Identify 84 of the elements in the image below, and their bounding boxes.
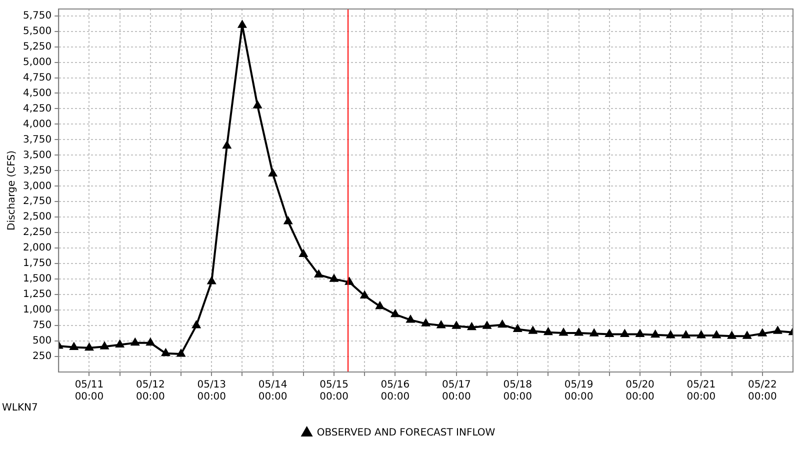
x-tick-label: 05/16 00:00 — [380, 380, 410, 403]
point — [758, 329, 766, 336]
point — [70, 342, 78, 350]
point — [728, 332, 736, 339]
point — [712, 330, 721, 338]
point — [299, 250, 308, 258]
point — [774, 326, 782, 334]
x-tick-label: 05/21 00:00 — [686, 380, 716, 403]
legend-label: OBSERVED AND FORECAST INFLOW — [316, 428, 496, 439]
y-tick-label: 500 — [32, 336, 52, 347]
point — [574, 328, 583, 336]
point — [651, 330, 660, 338]
point — [284, 216, 292, 224]
y-tick-label: 3,000 — [22, 180, 52, 192]
y-tick-label: 5,250 — [22, 41, 52, 52]
y-tick-label: 1,250 — [22, 289, 52, 300]
y-tick-label: 1,500 — [22, 274, 52, 285]
point — [192, 321, 200, 328]
y-tick-label: 5,500 — [22, 26, 52, 37]
point — [208, 277, 216, 284]
x-tick-label: 05/15 00:00 — [320, 380, 348, 403]
point — [131, 338, 140, 346]
y-tick-label: 3,250 — [22, 165, 52, 176]
y-tick-label: 2,250 — [22, 227, 52, 238]
point — [620, 330, 629, 337]
y-tick-label: 5,750 — [22, 10, 52, 22]
point — [116, 340, 124, 348]
x-tick-label: 05/17 00:00 — [442, 380, 471, 403]
y-tick-label: 1,750 — [22, 258, 52, 270]
y-tick-label: 4,500 — [22, 88, 52, 99]
point — [544, 328, 552, 336]
point — [268, 169, 277, 177]
y-tick-label: 5,000 — [22, 56, 52, 68]
y-tick-label: 4,750 — [22, 72, 52, 84]
point — [452, 322, 460, 329]
point — [314, 270, 323, 278]
x-tick-label: 05/22 00:00 — [748, 380, 777, 403]
point — [528, 326, 537, 334]
point — [482, 322, 492, 329]
y-tick-label: 2,750 — [22, 196, 52, 208]
point — [222, 141, 231, 149]
point — [437, 321, 446, 328]
y-tick-label: 1,000 — [22, 304, 52, 316]
point — [330, 274, 338, 282]
point — [176, 350, 186, 357]
point — [162, 348, 170, 356]
y-axis-title: Discharge (CFS) — [6, 150, 18, 230]
y-tick-label: 2,500 — [22, 212, 52, 223]
point — [376, 302, 384, 310]
point — [636, 330, 644, 337]
x-tick-label: 05/20 00:00 — [626, 380, 654, 403]
point — [559, 328, 568, 336]
point — [100, 342, 109, 350]
point — [238, 20, 246, 28]
point — [360, 291, 369, 299]
y-tick-label: 2,000 — [22, 242, 52, 254]
y-tick-label: 4,000 — [22, 118, 52, 130]
y-tick-label: 250 — [32, 351, 52, 362]
y-tick-label: 3,500 — [22, 150, 52, 161]
x-tick-label: 05/14 00:00 — [258, 380, 288, 403]
x-tick-label: 05/11 00:00 — [74, 380, 104, 403]
x-tick-label: 05/12 00:00 — [136, 380, 165, 403]
y-tick-label: 750 — [32, 320, 52, 332]
point — [422, 319, 430, 326]
point — [666, 330, 675, 338]
point — [697, 330, 706, 338]
point — [498, 320, 506, 328]
point — [85, 343, 94, 351]
point — [590, 329, 598, 336]
text: WLKN7 — [2, 402, 38, 414]
x-tick-label: 05/19 00:00 — [564, 380, 594, 403]
x-tick-label: 05/18 00:00 — [503, 380, 532, 403]
point — [406, 315, 415, 323]
point — [146, 338, 154, 346]
point — [514, 324, 522, 332]
x-tick-label: 05/13 00:00 — [197, 380, 226, 403]
point — [253, 101, 262, 108]
point — [682, 330, 690, 338]
point — [391, 310, 400, 318]
point — [468, 322, 476, 330]
y-tick-label: 3,750 — [22, 134, 52, 146]
point — [605, 330, 614, 337]
point — [743, 332, 752, 339]
y-tick-label: 4,250 — [22, 103, 52, 114]
